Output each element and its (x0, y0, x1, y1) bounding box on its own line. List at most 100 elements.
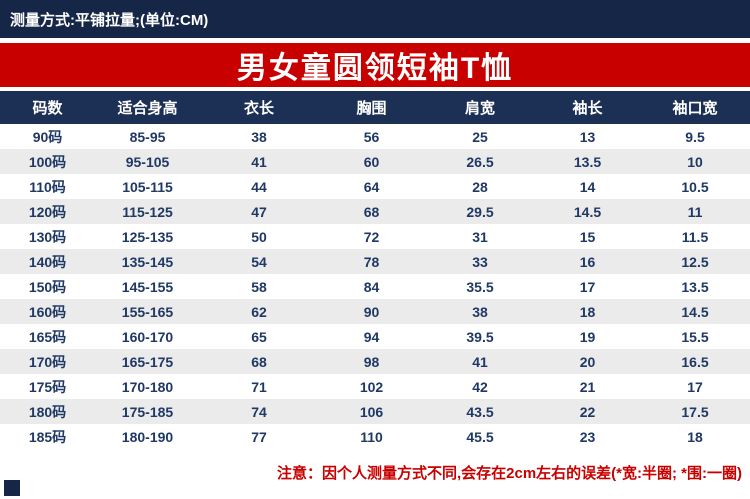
value-cell: 43.5 (466, 403, 494, 420)
value-cell: 14.5 (681, 303, 709, 320)
size-label-cell: 90码 (32, 128, 63, 145)
size-label-cell: 185码 (28, 428, 67, 445)
value-cell: 84 (363, 278, 380, 295)
size-label-cell: 130码 (28, 228, 67, 245)
value-cell: 125-135 (121, 228, 174, 245)
value-cell: 28 (472, 178, 488, 195)
column-header-shoulder: 肩宽 (425, 91, 535, 124)
size-label-cell: 165码 (28, 328, 67, 345)
size-label-cell: 120码 (28, 203, 67, 220)
value-cell: 10 (687, 153, 703, 170)
value-cell: 64 (363, 178, 380, 195)
table-row: 165码 160-170 65 94 39.5 19 15.5 (0, 324, 750, 349)
value-cell: 160-170 (121, 328, 174, 345)
value-cell: 16.5 (681, 353, 709, 370)
value-cell: 56 (363, 128, 380, 145)
value-cell: 39.5 (466, 328, 494, 345)
value-cell: 68 (251, 353, 267, 370)
size-label-cell: 150码 (28, 278, 67, 295)
value-cell: 42 (472, 378, 488, 395)
table-row: 120码 115-125 47 68 29.5 14.5 11 (0, 199, 750, 224)
value-cell: 10.5 (681, 178, 709, 195)
value-cell: 65 (251, 328, 267, 345)
value-cell: 95-105 (125, 153, 170, 170)
value-cell: 31 (472, 228, 488, 245)
size-label-cell: 160码 (28, 303, 67, 320)
size-label-cell: 140码 (28, 253, 67, 270)
table-row: 110码 105-115 44 64 28 14 10.5 (0, 174, 750, 199)
value-cell: 71 (251, 378, 267, 395)
value-cell: 62 (251, 303, 267, 320)
value-cell: 33 (472, 253, 488, 270)
value-cell: 165-175 (121, 353, 174, 370)
value-cell: 110 (360, 428, 383, 445)
value-cell: 68 (363, 203, 380, 220)
value-cell: 41 (472, 353, 488, 370)
value-cell: 9.5 (685, 128, 705, 145)
value-cell: 78 (363, 253, 380, 270)
value-cell: 35.5 (466, 278, 494, 295)
value-cell: 23 (579, 428, 596, 445)
product-title-banner: 男女童圆领短袖T恤 (0, 43, 750, 87)
column-header-height: 适合身高 (95, 91, 200, 124)
value-cell: 102 (359, 378, 384, 395)
value-cell: 74 (251, 403, 267, 420)
table-row: 175码 170-180 71 102 42 21 17 (0, 374, 750, 399)
size-label-cell: 110码 (29, 178, 66, 195)
size-label-cell: 175码 (28, 378, 67, 395)
value-cell: 45.5 (466, 428, 494, 445)
value-cell: 98 (363, 353, 380, 370)
header-row: 码数 适合身高 衣长 胸围 肩宽 袖长 袖口宽 (0, 91, 750, 124)
value-cell: 135-145 (121, 253, 174, 270)
value-cell: 22 (579, 403, 596, 420)
table-row: 100码 95-105 41 60 26.5 13.5 10 (0, 149, 750, 174)
product-title: 男女童圆领短袖T恤 (236, 52, 514, 85)
value-cell: 60 (363, 153, 380, 170)
value-cell: 12.5 (681, 253, 709, 270)
value-cell: 38 (251, 128, 267, 145)
value-cell: 106 (359, 403, 384, 420)
value-cell: 85-95 (129, 128, 166, 145)
value-cell: 25 (472, 128, 488, 145)
value-cell: 54 (251, 253, 267, 270)
table-row: 90码 85-95 38 56 25 13 9.5 (0, 124, 750, 149)
value-cell: 41 (251, 153, 267, 170)
value-cell: 170-180 (121, 378, 174, 395)
value-cell: 15.5 (681, 328, 709, 345)
column-header-size: 码数 (0, 91, 95, 124)
value-cell: 13 (579, 128, 596, 145)
table-row: 130码 125-135 50 72 31 15 11.5 (0, 224, 750, 249)
corner-decoration (4, 480, 20, 496)
size-table-header: 码数 适合身高 衣长 胸围 肩宽 袖长 袖口宽 (0, 91, 750, 124)
column-header-length: 衣长 (200, 91, 318, 124)
value-cell: 14 (579, 178, 596, 195)
measurement-error-note: 注意：因个人测量方式不同,会存在2cm左右的误差(*宽:半圈; *围:一圈) (276, 465, 742, 482)
value-cell: 11 (687, 203, 703, 220)
value-cell: 105-115 (122, 178, 173, 195)
value-cell: 115-125 (122, 203, 173, 220)
value-cell: 26.5 (466, 153, 494, 170)
value-cell: 90 (363, 303, 380, 320)
table-row: 160码 155-165 62 90 38 18 14.5 (0, 299, 750, 324)
value-cell: 17.5 (681, 403, 709, 420)
value-cell: 155-165 (121, 303, 174, 320)
value-cell: 20 (579, 353, 596, 370)
value-cell: 21 (579, 378, 596, 395)
value-cell: 18 (579, 303, 596, 320)
value-cell: 29.5 (466, 203, 494, 220)
value-cell: 50 (251, 228, 267, 245)
value-cell: 18 (687, 428, 703, 445)
value-cell: 15 (579, 228, 596, 245)
table-row: 140码 135-145 54 78 33 16 12.5 (0, 249, 750, 274)
value-cell: 13.5 (681, 278, 709, 295)
column-header-chest: 胸围 (318, 91, 425, 124)
value-cell: 72 (363, 228, 380, 245)
table-row: 150码 145-155 58 84 35.5 17 13.5 (0, 274, 750, 299)
size-label-cell: 180码 (28, 403, 67, 420)
value-cell: 175-185 (121, 403, 174, 420)
value-cell: 16 (579, 253, 596, 270)
value-cell: 17 (579, 278, 596, 295)
size-table-body: 90码 85-95 38 56 25 13 9.5 100码 95-105 41 60 26.5 13.… (0, 124, 750, 449)
measure-method-bar: 测量方式:平铺拉量;(单位:CM) (0, 0, 750, 38)
column-header-cuff: 袖口宽 (640, 91, 750, 124)
